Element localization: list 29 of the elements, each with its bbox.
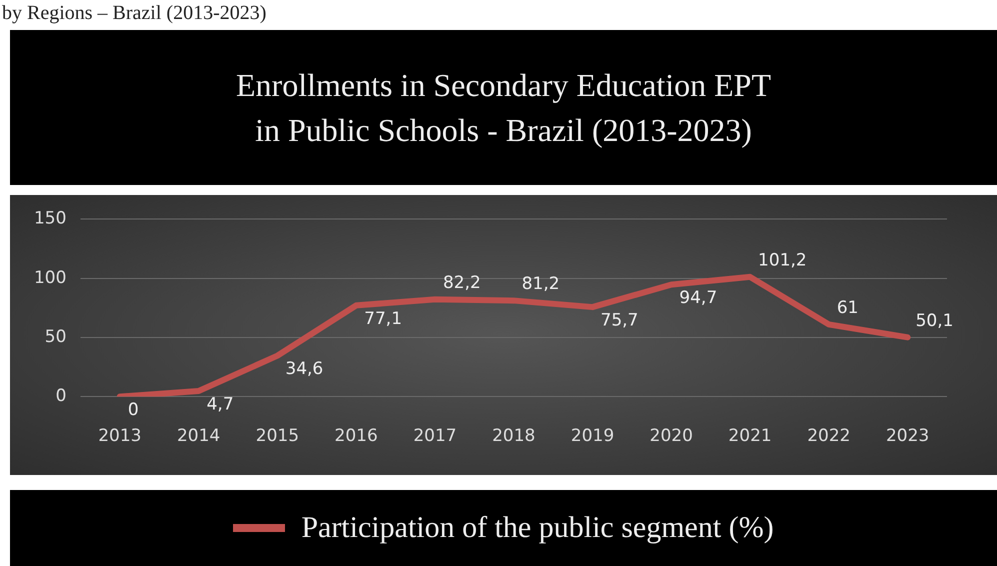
data-label: 50,1 (916, 310, 954, 331)
y-tick-label: 100 (34, 268, 66, 288)
x-tick-label: 2019 (570, 426, 614, 446)
x-tick-label: 2021 (728, 426, 772, 446)
x-tick-label: 2014 (176, 426, 220, 446)
data-label: 81,2 (522, 274, 560, 294)
data-label: 0 (128, 400, 139, 420)
data-label: 61 (836, 298, 858, 318)
data-label: 82,2 (442, 272, 481, 293)
legend-label: Participation of the public segment (%) (301, 511, 774, 545)
text: by Regions – Brazil (2013-2023) (2, 2, 266, 24)
x-tick-label: 2017 (413, 426, 457, 446)
data-label: 101,2 (758, 250, 807, 270)
x-tick-label: 2020 (650, 426, 693, 446)
data-label: 77,1 (364, 308, 402, 329)
data-label: 75,7 (600, 310, 638, 330)
chart-title: Enrollments in Secondary Education EPT in Public Schools - Brazil (2013-2023) (10, 30, 997, 185)
y-tick-label: 150 (34, 208, 66, 229)
y-tick-label: 50 (44, 326, 66, 347)
x-tick-label: 2018 (492, 426, 536, 446)
data-label: 34,6 (285, 359, 324, 380)
x-tick-label: 2016 (334, 426, 378, 446)
x-tick-label: 2023 (886, 426, 930, 446)
x-tick-label: 2013 (98, 426, 142, 446)
x-tick-label: 2015 (256, 426, 300, 446)
x-tick-label: 2022 (807, 426, 850, 446)
data-label: 94,7 (679, 288, 718, 308)
y-tick-label: 0 (56, 386, 66, 406)
data-label: 4,7 (206, 394, 234, 414)
